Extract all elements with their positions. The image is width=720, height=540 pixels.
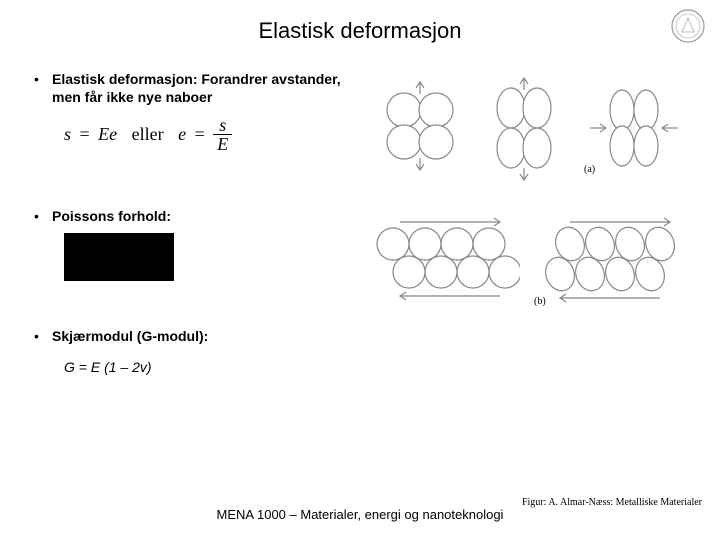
eq-or-word: eller (122, 124, 174, 144)
tensile-lateral-icon: (a) (580, 76, 690, 176)
shear-before-icon (370, 216, 520, 306)
slide-footer: MENA 1000 – Materialer, energi og nanote… (0, 507, 720, 522)
eq-var-s: s (64, 124, 71, 144)
shear-modulus-equation: G = E (1 – 2v) (64, 359, 354, 375)
university-seal-icon (670, 8, 706, 44)
bullet-text-3: Skjærmodul (G-modul): (52, 327, 354, 345)
eq-equals-2: = (191, 124, 209, 144)
tensile-before-icon (370, 76, 470, 176)
bullet-marker: • (34, 70, 52, 88)
bullet-text-2: Poissons forhold: (52, 207, 354, 225)
tensile-row: (a) (370, 76, 690, 186)
hookes-law-equation: s = Ee eller e = s E (64, 116, 354, 155)
slide-title: Elastisk deformasjon (0, 0, 720, 54)
bullet-item: • Skjærmodul (G-modul): (34, 327, 354, 345)
deformation-diagram: (a) (370, 76, 690, 336)
bullet-marker: • (34, 207, 52, 225)
eq-fraction: s E (213, 116, 232, 155)
eq-var-e: e (178, 124, 186, 144)
bullet-list: • Elastisk deformasjon: Forandrer avstan… (34, 70, 354, 375)
eq-frac-num: s (213, 116, 232, 135)
shear-row: (b) (370, 216, 690, 306)
bullet-marker: • (34, 327, 52, 345)
poisson-ratio-placeholder (64, 233, 174, 281)
eq-frac-den: E (213, 135, 232, 155)
shear-after-icon: (b) (530, 216, 690, 306)
tensile-after-icon (475, 76, 575, 186)
row-b-label: (b) (534, 296, 546, 306)
eq-Ee: Ee (98, 124, 117, 144)
eq-equals: = (76, 124, 94, 144)
row-a-label: (a) (584, 164, 595, 175)
bullet-text-1: Elastisk deformasjon: Forandrer avstande… (52, 70, 354, 106)
bullet-item: • Elastisk deformasjon: Forandrer avstan… (34, 70, 354, 106)
bullet-item: • Poissons forhold: (34, 207, 354, 225)
